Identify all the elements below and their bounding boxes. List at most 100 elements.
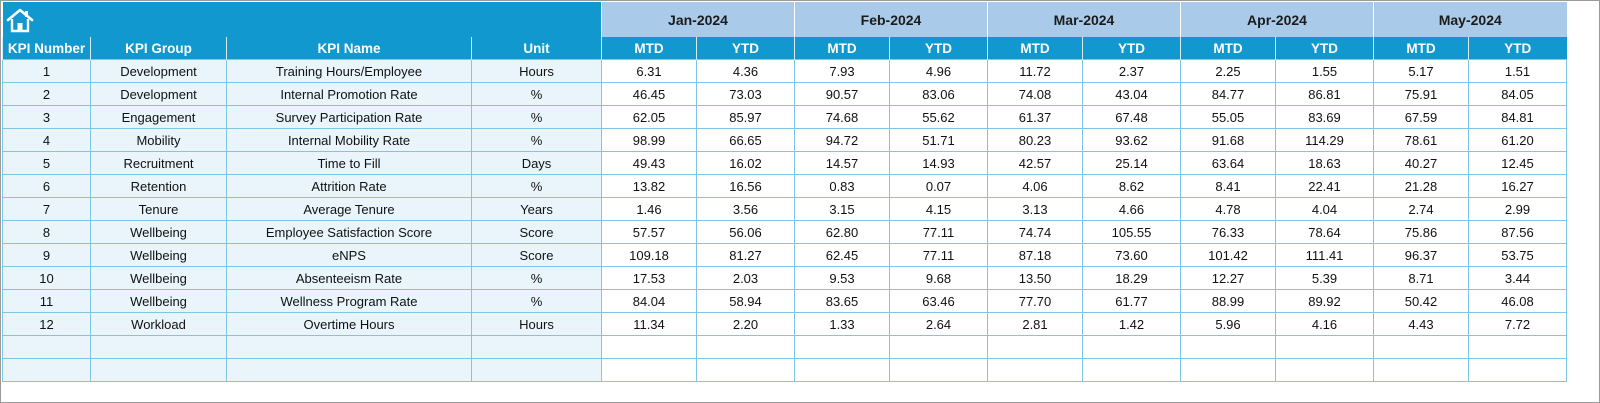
kpi-name-cell[interactable]: Attrition Rate — [226, 174, 472, 198]
ytd-value-cell[interactable]: 83.69 — [1275, 105, 1374, 129]
ytd-value-cell[interactable]: 87.56 — [1468, 220, 1567, 244]
ytd-value-cell[interactable]: 55.62 — [889, 105, 988, 129]
kpi-number-cell[interactable]: 7 — [2, 197, 91, 221]
ytd-value-cell[interactable] — [1468, 358, 1567, 382]
ytd-value-cell[interactable]: 66.65 — [696, 128, 795, 152]
mtd-value-cell[interactable]: 84.77 — [1180, 82, 1276, 106]
kpi-number-cell[interactable] — [2, 358, 91, 382]
mtd-value-cell[interactable]: 62.45 — [794, 243, 890, 267]
mtd-value-cell[interactable]: 57.57 — [601, 220, 697, 244]
kpi-number-cell[interactable] — [2, 335, 91, 359]
kpi-name-cell[interactable]: eNPS — [226, 243, 472, 267]
mtd-value-cell[interactable]: 67.59 — [1373, 105, 1469, 129]
ytd-value-cell[interactable] — [696, 358, 795, 382]
kpi-number-cell[interactable]: 6 — [2, 174, 91, 198]
mtd-value-cell[interactable]: 4.06 — [987, 174, 1083, 198]
ytd-value-cell[interactable] — [1275, 335, 1374, 359]
ytd-value-cell[interactable]: 14.93 — [889, 151, 988, 175]
ytd-value-cell[interactable]: 8.62 — [1082, 174, 1181, 198]
kpi-group-cell[interactable]: Tenure — [90, 197, 227, 221]
ytd-value-cell[interactable]: 73.03 — [696, 82, 795, 106]
ytd-value-cell[interactable]: 67.48 — [1082, 105, 1181, 129]
mtd-value-cell[interactable] — [601, 335, 697, 359]
mtd-value-cell[interactable]: 4.43 — [1373, 312, 1469, 336]
ytd-value-cell[interactable]: 78.64 — [1275, 220, 1374, 244]
mtd-value-cell[interactable]: 76.33 — [1180, 220, 1276, 244]
unit-cell[interactable]: Score — [471, 220, 602, 244]
ytd-value-cell[interactable]: 46.08 — [1468, 289, 1567, 313]
ytd-value-cell[interactable]: 18.63 — [1275, 151, 1374, 175]
kpi-name-cell[interactable]: Training Hours/Employee — [226, 59, 472, 83]
ytd-value-cell[interactable]: 2.20 — [696, 312, 795, 336]
ytd-value-cell[interactable]: 43.04 — [1082, 82, 1181, 106]
mtd-value-cell[interactable]: 7.93 — [794, 59, 890, 83]
mtd-value-cell[interactable]: 14.57 — [794, 151, 890, 175]
kpi-number-cell[interactable]: 12 — [2, 312, 91, 336]
mtd-value-cell[interactable]: 74.74 — [987, 220, 1083, 244]
mtd-value-cell[interactable] — [1373, 335, 1469, 359]
ytd-value-cell[interactable] — [1082, 335, 1181, 359]
ytd-value-cell[interactable]: 18.29 — [1082, 266, 1181, 290]
ytd-value-cell[interactable]: 9.68 — [889, 266, 988, 290]
kpi-name-cell[interactable]: Survey Participation Rate — [226, 105, 472, 129]
mtd-value-cell[interactable] — [1373, 358, 1469, 382]
mtd-value-cell[interactable]: 101.42 — [1180, 243, 1276, 267]
mtd-value-cell[interactable]: 6.31 — [601, 59, 697, 83]
mtd-value-cell[interactable]: 11.72 — [987, 59, 1083, 83]
unit-cell[interactable]: Days — [471, 151, 602, 175]
ytd-value-cell[interactable]: 16.27 — [1468, 174, 1567, 198]
mtd-value-cell[interactable]: 84.04 — [601, 289, 697, 313]
ytd-value-cell[interactable]: 81.27 — [696, 243, 795, 267]
mtd-value-cell[interactable]: 2.81 — [987, 312, 1083, 336]
ytd-value-cell[interactable]: 84.81 — [1468, 105, 1567, 129]
kpi-group-cell[interactable]: Retention — [90, 174, 227, 198]
mtd-value-cell[interactable]: 62.80 — [794, 220, 890, 244]
kpi-group-cell[interactable]: Wellbeing — [90, 266, 227, 290]
kpi-name-cell[interactable]: Internal Mobility Rate — [226, 128, 472, 152]
mtd-value-cell[interactable]: 8.71 — [1373, 266, 1469, 290]
mtd-value-cell[interactable]: 96.37 — [1373, 243, 1469, 267]
ytd-value-cell[interactable]: 114.29 — [1275, 128, 1374, 152]
mtd-value-cell[interactable] — [601, 358, 697, 382]
ytd-value-cell[interactable]: 16.56 — [696, 174, 795, 198]
unit-cell[interactable]: % — [471, 82, 602, 106]
mtd-value-cell[interactable]: 98.99 — [601, 128, 697, 152]
mtd-value-cell[interactable]: 12.27 — [1180, 266, 1276, 290]
ytd-value-cell[interactable]: 1.42 — [1082, 312, 1181, 336]
ytd-value-cell[interactable]: 22.41 — [1275, 174, 1374, 198]
kpi-name-cell[interactable]: Overtime Hours — [226, 312, 472, 336]
kpi-group-cell[interactable]: Recruitment — [90, 151, 227, 175]
ytd-value-cell[interactable]: 4.16 — [1275, 312, 1374, 336]
unit-cell[interactable]: Hours — [471, 312, 602, 336]
ytd-value-cell[interactable]: 89.92 — [1275, 289, 1374, 313]
kpi-name-cell[interactable]: Absenteeism Rate — [226, 266, 472, 290]
kpi-name-cell[interactable] — [226, 358, 472, 382]
ytd-value-cell[interactable]: 4.36 — [696, 59, 795, 83]
ytd-value-cell[interactable]: 86.81 — [1275, 82, 1374, 106]
mtd-value-cell[interactable]: 17.53 — [601, 266, 697, 290]
unit-cell[interactable]: % — [471, 128, 602, 152]
mtd-value-cell[interactable]: 49.43 — [601, 151, 697, 175]
mtd-value-cell[interactable]: 75.91 — [1373, 82, 1469, 106]
unit-cell[interactable] — [471, 358, 602, 382]
kpi-name-cell[interactable] — [226, 335, 472, 359]
mtd-value-cell[interactable]: 2.74 — [1373, 197, 1469, 221]
kpi-name-cell[interactable]: Time to Fill — [226, 151, 472, 175]
mtd-value-cell[interactable]: 9.53 — [794, 266, 890, 290]
ytd-value-cell[interactable] — [889, 358, 988, 382]
mtd-value-cell[interactable] — [794, 335, 890, 359]
mtd-value-cell[interactable]: 77.70 — [987, 289, 1083, 313]
ytd-value-cell[interactable]: 3.44 — [1468, 266, 1567, 290]
ytd-value-cell[interactable]: 77.11 — [889, 220, 988, 244]
kpi-group-cell[interactable] — [90, 335, 227, 359]
ytd-value-cell[interactable]: 73.60 — [1082, 243, 1181, 267]
ytd-value-cell[interactable]: 5.39 — [1275, 266, 1374, 290]
mtd-value-cell[interactable]: 2.25 — [1180, 59, 1276, 83]
kpi-group-cell[interactable]: Wellbeing — [90, 243, 227, 267]
kpi-name-cell[interactable]: Wellness Program Rate — [226, 289, 472, 313]
ytd-value-cell[interactable]: 4.66 — [1082, 197, 1181, 221]
mtd-value-cell[interactable]: 0.83 — [794, 174, 890, 198]
mtd-value-cell[interactable]: 40.27 — [1373, 151, 1469, 175]
ytd-value-cell[interactable]: 2.03 — [696, 266, 795, 290]
ytd-value-cell[interactable]: 4.96 — [889, 59, 988, 83]
